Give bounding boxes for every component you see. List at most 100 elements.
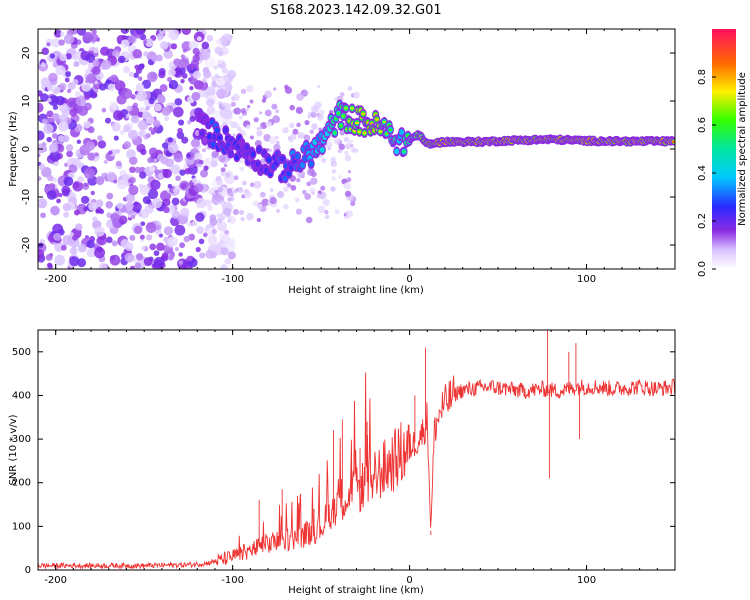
noise-speckle [232, 133, 236, 137]
noise-speckle [58, 114, 67, 123]
noise-speckle [283, 186, 289, 193]
noise-speckle [198, 80, 209, 91]
ridge-core [374, 118, 379, 121]
noise-speckle [173, 106, 184, 118]
colorbar-tick-label: 0.2 [697, 213, 708, 229]
noise-speckle [295, 208, 303, 215]
noise-speckle [296, 92, 305, 101]
noise-speckle [92, 47, 99, 54]
noise-speckle [139, 184, 150, 195]
spectrogram-y-label: Frequency (Hz) [8, 111, 19, 187]
snr-x-label: Height of straight line (km) [288, 585, 424, 596]
noise-speckle [198, 238, 205, 245]
noise-speckle [216, 178, 223, 186]
noise-speckle [94, 226, 105, 237]
noise-speckle [157, 35, 163, 41]
noise-speckle [230, 101, 236, 107]
noise-speckle [216, 217, 223, 224]
x-tick-label: -100 [221, 274, 244, 285]
ridge-mid [319, 147, 325, 154]
noise-speckle [220, 167, 226, 173]
noise-speckle [269, 196, 277, 205]
noise-speckle [140, 148, 147, 156]
noise-speckle [46, 174, 54, 182]
noise-speckle [138, 212, 143, 217]
noise-speckle [150, 179, 161, 191]
noise-speckle [128, 185, 139, 196]
ridge-core [333, 117, 338, 120]
noise-speckle [143, 40, 148, 45]
noise-speckle [191, 177, 197, 183]
ridge-mid [212, 133, 218, 140]
noise-speckle [189, 115, 196, 123]
noise-speckle [113, 110, 124, 121]
noise-speckle [105, 201, 114, 209]
noise-speckle [147, 71, 158, 83]
noise-speckle [87, 152, 96, 161]
noise-speckle [206, 98, 215, 107]
noise-speckle [127, 178, 134, 184]
noise-speckle [156, 94, 165, 103]
noise-speckle [97, 140, 107, 149]
noise-speckle [256, 217, 261, 223]
noise-speckle [209, 217, 218, 226]
noise-speckle [187, 256, 193, 262]
noise-speckle [126, 105, 133, 112]
noise-speckle [124, 201, 134, 211]
noise-speckle [111, 240, 118, 247]
noise-speckle [191, 91, 201, 101]
noise-speckle [205, 249, 215, 259]
noise-speckle [109, 254, 121, 266]
ridge-mid [199, 130, 205, 137]
noise-speckle [227, 251, 236, 260]
noise-speckle [309, 129, 314, 135]
noise-speckle [178, 67, 186, 75]
noise-speckle [145, 133, 151, 139]
noise-speckle [170, 164, 181, 175]
noise-speckle [206, 189, 211, 194]
noise-speckle [108, 150, 113, 155]
ridge-mid [250, 151, 256, 158]
ridge-mid [280, 155, 286, 162]
ridge-mid [202, 137, 208, 144]
y-tick-label: 10 [21, 95, 32, 108]
ridge-mid [217, 134, 223, 141]
noise-speckle [140, 245, 146, 251]
noise-speckle [303, 134, 311, 142]
noise-speckle [95, 176, 105, 186]
noise-speckle [153, 158, 158, 163]
noise-speckle [223, 163, 228, 168]
noise-speckle [330, 157, 337, 163]
noise-speckle [240, 216, 245, 222]
noise-speckle [191, 220, 198, 227]
noise-speckle [310, 171, 317, 178]
noise-speckle [294, 197, 300, 203]
noise-speckle [145, 38, 154, 47]
noise-speckle [201, 41, 210, 50]
noise-speckle [195, 197, 207, 209]
noise-speckle [233, 189, 238, 194]
noise-speckle [127, 149, 136, 158]
noise-speckle [144, 204, 154, 214]
spectrogram-x-label: Height of straight line (km) [288, 285, 424, 296]
noise-speckle [171, 210, 181, 219]
noise-speckle [122, 66, 131, 74]
noise-speckle [106, 192, 114, 200]
noise-speckle [159, 29, 166, 35]
noise-speckle [259, 111, 263, 115]
noise-speckle [46, 110, 54, 118]
noise-speckle [212, 243, 221, 252]
noise-speckle [125, 193, 136, 203]
noise-speckle [317, 190, 322, 195]
noise-speckle [107, 83, 116, 91]
noise-speckle [194, 183, 204, 193]
noise-speckle [288, 122, 295, 129]
noise-speckle [225, 172, 231, 178]
noise-speckle [153, 120, 161, 128]
noise-speckle [136, 90, 148, 102]
noise-speckle [105, 117, 112, 124]
noise-speckle [40, 93, 49, 102]
noise-speckle [180, 54, 186, 59]
noise-speckle [181, 29, 191, 35]
